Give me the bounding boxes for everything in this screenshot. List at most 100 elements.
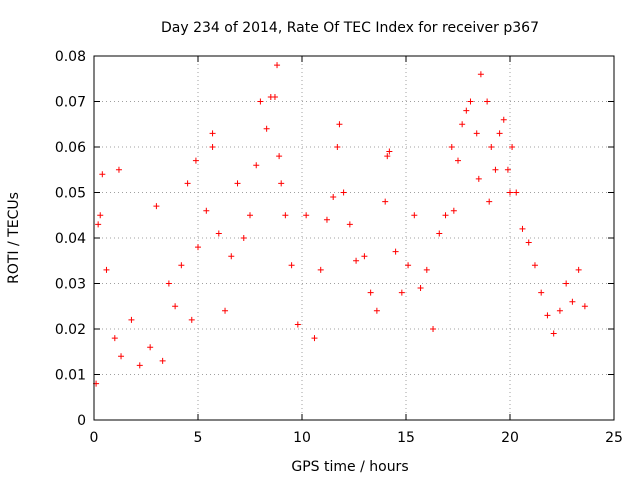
data-point	[136, 362, 143, 369]
data-point	[228, 253, 235, 260]
data-point	[282, 212, 289, 219]
data-point	[519, 225, 526, 232]
data-point	[253, 162, 260, 169]
data-point	[147, 344, 154, 351]
data-point	[118, 353, 125, 360]
y-tick-label: 0.05	[55, 186, 86, 202]
data-point	[563, 280, 570, 287]
y-tick-label: 0.07	[55, 95, 86, 111]
data-point	[423, 266, 430, 273]
data-point	[294, 321, 301, 328]
data-point	[247, 212, 253, 219]
data-point	[274, 62, 281, 69]
data-point	[95, 221, 102, 228]
data-point	[340, 189, 347, 196]
data-point	[361, 253, 368, 260]
data-point	[276, 153, 283, 160]
data-point	[398, 289, 405, 296]
data-point	[103, 266, 110, 273]
x-axis-label: GPS time / hours	[291, 459, 408, 475]
x-tick-label: 0	[90, 430, 99, 446]
data-point	[463, 107, 470, 114]
data-point	[509, 144, 516, 150]
data-point	[504, 166, 511, 173]
data-point	[257, 98, 264, 105]
data-point	[271, 93, 278, 100]
data-point	[209, 130, 216, 137]
data-point	[373, 307, 380, 314]
data-point	[430, 326, 437, 332]
data-point	[477, 71, 484, 78]
data-point	[330, 194, 337, 201]
data-point	[323, 216, 330, 223]
y-tick-label: 0.03	[55, 277, 86, 293]
y-tick-label: 0.08	[55, 49, 86, 65]
data-point	[353, 257, 360, 264]
data-point	[507, 189, 513, 196]
data-point	[188, 316, 195, 323]
data-point	[336, 121, 343, 128]
data-point	[97, 212, 104, 219]
data-point	[450, 207, 457, 214]
data-points	[93, 62, 588, 387]
data-point	[159, 357, 166, 364]
data-point	[222, 307, 229, 314]
data-point	[467, 98, 474, 105]
x-tick-label: 20	[501, 430, 519, 446]
y-tick-label: 0.06	[55, 140, 86, 156]
data-point	[240, 235, 247, 241]
x-tick-label: 10	[293, 430, 311, 446]
chart-title: Day 234 of 2014, Rate Of TEC Index for r…	[161, 20, 539, 36]
data-point	[436, 230, 443, 237]
data-point	[382, 198, 389, 205]
data-point	[386, 148, 393, 155]
data-point	[556, 307, 563, 314]
data-point	[550, 330, 557, 337]
data-point	[311, 335, 318, 342]
data-point	[405, 262, 412, 269]
data-point	[178, 262, 185, 269]
data-point	[581, 303, 588, 310]
data-point	[111, 335, 118, 342]
data-point	[234, 180, 241, 187]
x-tick-label: 5	[194, 430, 203, 446]
data-point	[303, 212, 310, 219]
data-point	[525, 239, 532, 246]
data-point	[411, 212, 418, 219]
data-point	[500, 116, 507, 123]
data-point	[475, 175, 482, 182]
data-point	[153, 203, 160, 210]
data-point	[486, 198, 493, 205]
data-point	[473, 130, 480, 137]
y-tick-label: 0.01	[55, 368, 86, 384]
x-tick-label: 15	[397, 430, 415, 446]
data-point	[192, 157, 199, 164]
data-point	[367, 289, 374, 296]
data-point	[538, 289, 545, 296]
y-tick-label: 0	[77, 413, 86, 429]
data-point	[569, 298, 576, 305]
x-tick-label: 25	[605, 430, 623, 446]
data-point	[484, 98, 491, 105]
data-point	[334, 144, 341, 150]
data-point	[384, 153, 391, 160]
data-point	[531, 262, 538, 269]
data-point	[203, 207, 210, 214]
data-point	[459, 121, 466, 128]
data-point	[128, 316, 135, 323]
data-point	[165, 280, 172, 287]
data-point	[492, 166, 499, 173]
data-point	[392, 248, 399, 255]
data-point	[513, 189, 520, 196]
data-point	[496, 130, 503, 137]
data-point	[455, 157, 461, 164]
data-point	[172, 303, 179, 310]
data-point	[448, 144, 455, 150]
data-point	[195, 244, 201, 251]
data-point	[488, 144, 495, 150]
data-point	[209, 144, 216, 150]
data-point	[288, 262, 295, 269]
y-tick-label: 0.02	[55, 322, 86, 338]
data-point	[278, 180, 285, 187]
